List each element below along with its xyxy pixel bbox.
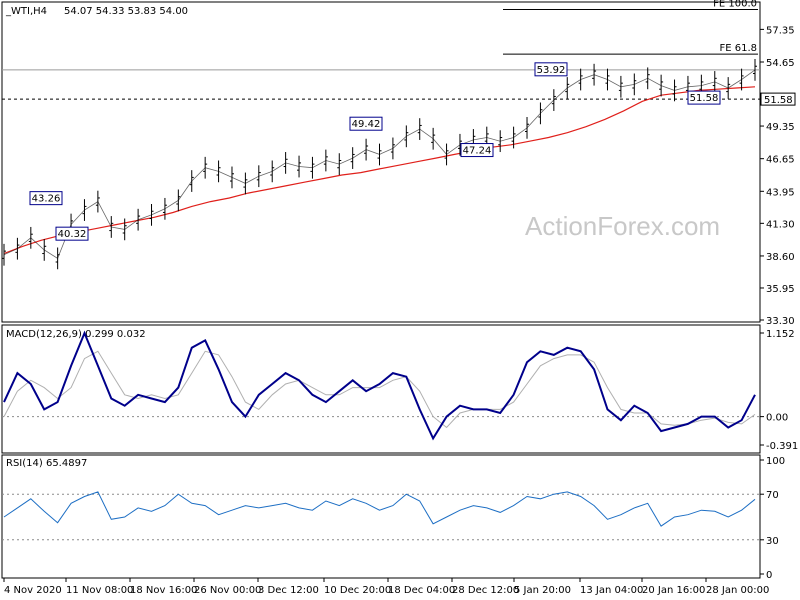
x-axis-label: 28 Dec 12:00: [452, 585, 519, 596]
macd-line: [3, 330, 756, 441]
price-axis-label: 33.30: [766, 316, 795, 327]
x-axis-label: 3 Dec 12:00: [258, 585, 319, 596]
rsi-panel-frame: [1, 454, 761, 579]
symbol-label: _WTI,H4: [5, 6, 47, 17]
x-axis-label: 28 Jan 00:00: [706, 585, 769, 596]
price-annotation: 43.26: [29, 191, 63, 206]
x-axis-label: 13 Jan 04:00: [580, 585, 643, 596]
ohlc-readout: 54.07 54.33 53.83 54.00: [64, 6, 188, 17]
price-annotation: 47.24: [460, 143, 494, 158]
price-axis-label: 43.95: [766, 187, 795, 198]
price-panel-frame: [1, 1, 761, 323]
x-axis-label: 4 Nov 2020: [4, 585, 62, 596]
x-axis-label: 5 Jan 20:00: [514, 585, 571, 596]
price-annotation: 53.92: [534, 62, 568, 77]
price-axis-label: 57.35: [766, 25, 795, 36]
fib-level-label: FE 100.0: [713, 0, 757, 9]
ema-line: [3, 86, 756, 255]
macd-axis-label: -0.391: [766, 441, 798, 452]
macd-panel: MACD(12,26,9) 0.299 0.032 1.152 0.00 -0.39…: [1, 324, 798, 454]
annotation-box: [534, 62, 568, 77]
macd-axis-label: 1.152: [766, 329, 795, 340]
price-axis-label: 46.65: [766, 155, 795, 166]
price-panel: ActionForex.com _WTI,H4 54.07 54.33 53.8…: [1, 0, 796, 327]
annotation-label: 49.42: [352, 119, 381, 130]
annotation-box: [349, 116, 383, 131]
rsi-axis-label: 30: [766, 536, 779, 547]
x-axis-label: 18 Nov 16:00: [130, 585, 197, 596]
rsi-axis-label: 70: [766, 490, 779, 501]
support-badge: [760, 92, 796, 106]
x-axis-label: 10 Dec 20:00: [324, 585, 391, 596]
rsi-title: RSI(14) 65.4897: [6, 458, 87, 469]
watermark: ActionForex.com: [525, 211, 720, 241]
rsi-axis-label: 0: [766, 570, 772, 581]
price-close-line: [3, 69, 756, 259]
annotation-label: 40.32: [58, 229, 87, 240]
macd-title: MACD(12,26,9) 0.299 0.032: [6, 329, 146, 340]
x-axis-label: 11 Nov 08:00: [66, 585, 133, 596]
annotation-box: [460, 143, 494, 158]
annotation-label: 51.58: [690, 93, 719, 104]
annotation-box: [55, 226, 89, 241]
x-axis-label: 26 Nov 00:00: [194, 585, 261, 596]
rsi-line: [3, 491, 756, 527]
price-annotation: 49.42: [349, 116, 383, 131]
annotation-box: [29, 191, 63, 206]
annotation-label: 43.26: [32, 194, 61, 205]
x-axis-label: 20 Jan 16:00: [642, 585, 705, 596]
x-axis-label: 18 Dec 04:00: [388, 585, 455, 596]
macd-panel-frame: [1, 324, 761, 454]
price-axis-label: 38.60: [766, 252, 795, 263]
price-axis-label: 35.95: [766, 284, 795, 295]
annotation-box: [687, 90, 721, 105]
price-annotation: 40.32: [55, 226, 89, 241]
annotation-label: 53.92: [537, 65, 566, 76]
macd-axis-label: 0.00: [766, 413, 788, 424]
price-axis-label: 54.65: [766, 58, 795, 69]
rsi-panel: RSI(14) 65.4897 100 70 30 0: [1, 454, 785, 581]
price-annotation: 51.58: [687, 90, 721, 105]
price-axis-label: 49.35: [766, 122, 795, 133]
support-price-label: 51.58: [764, 95, 793, 106]
annotation-label: 47.24: [463, 146, 492, 157]
fib-level-label: FE 61.8: [719, 43, 757, 54]
price-axis-label: 41.30: [766, 219, 795, 230]
rsi-axis-label: 100: [766, 456, 785, 467]
